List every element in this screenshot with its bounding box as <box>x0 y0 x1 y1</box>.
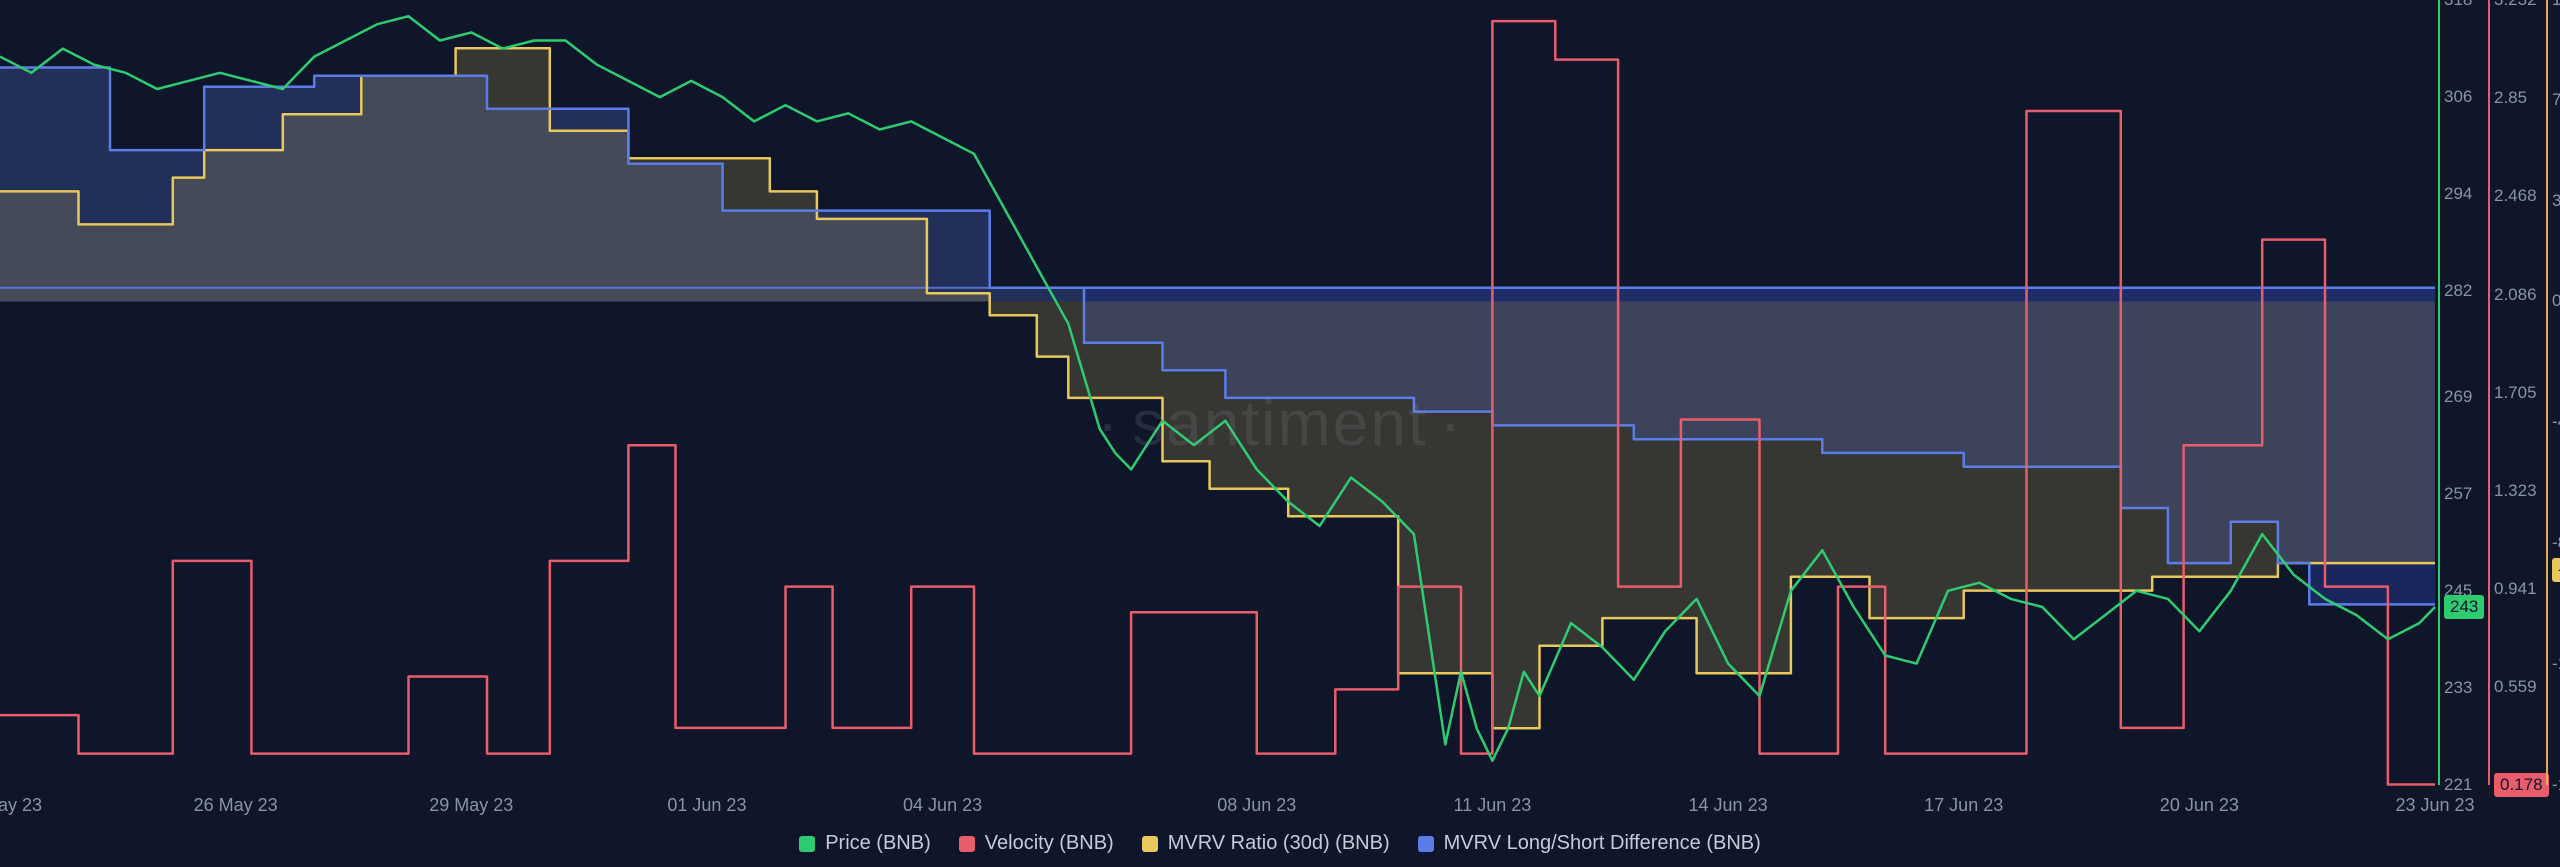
y-tick-velocity: 2.85 <box>2494 88 2527 108</box>
x-tick: 26 May 23 <box>194 795 278 816</box>
legend-item[interactable]: MVRV Ratio (30d) (BNB) <box>1142 832 1390 855</box>
legend-swatch <box>959 836 975 852</box>
legend-item[interactable]: Velocity (BNB) <box>959 832 1114 855</box>
x-tick: 14 Jun 23 <box>1689 795 1768 816</box>
y-tick-velocity: 3.232 <box>2494 0 2537 10</box>
legend-swatch <box>799 836 815 852</box>
y-tick-price: 221 <box>2444 775 2472 795</box>
x-tick: 20 Jun 23 <box>2160 795 2239 816</box>
y-axis-line-price <box>2438 0 2440 785</box>
legend-item[interactable]: Price (BNB) <box>799 832 931 855</box>
x-tick: 17 Jun 23 <box>1924 795 2003 816</box>
y-tick-mvrv: -13.17% <box>2552 654 2560 674</box>
x-tick: 08 Jun 23 <box>1217 795 1296 816</box>
x-tick: 04 Jun 23 <box>903 795 982 816</box>
x-tick: 11 Jun 23 <box>1454 795 1532 816</box>
y-tick-mvrv: 3.651% <box>2552 191 2560 211</box>
y-tick-price: 269 <box>2444 387 2472 407</box>
y-badge-price: 243 <box>2444 595 2484 619</box>
y-tick-price: 282 <box>2444 281 2472 301</box>
legend: Price (BNB) Velocity (BNB) MVRV Ratio (30d… <box>0 832 2560 858</box>
legend-swatch <box>1418 836 1434 852</box>
y-tick-price: 306 <box>2444 87 2472 107</box>
legend-swatch <box>1142 836 1158 852</box>
y-axis-line-mvrv <box>2546 0 2548 785</box>
y-tick-mvrv: -4.389% <box>2552 412 2560 432</box>
legend-label: Velocity (BNB) <box>985 832 1114 855</box>
y-tick-price: 257 <box>2444 484 2472 504</box>
chart-container: santiment 23 May 2326 May 2329 May 2301 … <box>0 0 2560 867</box>
y-tick-velocity: 1.323 <box>2494 481 2537 501</box>
y-tick-mvrv: 0% <box>2552 291 2560 311</box>
legend-item[interactable]: MVRV Long/Short Difference (BNB) <box>1418 832 1761 855</box>
y-tick-mvrv: 10.95% <box>2552 0 2560 10</box>
legend-label: Price (BNB) <box>825 832 931 855</box>
y-tick-mvrv: -17.56% <box>2552 775 2560 795</box>
legend-label: MVRV Ratio (30d) (BNB) <box>1168 832 1390 855</box>
y-tick-mvrv: 7.302% <box>2552 90 2560 110</box>
y-tick-velocity: 0.941 <box>2494 579 2537 599</box>
legend-label: MVRV Long/Short Difference (BNB) <box>1444 832 1761 855</box>
y-tick-velocity: 2.086 <box>2494 285 2537 305</box>
y-axis-line-velocity <box>2488 0 2490 785</box>
y-tick-price: 294 <box>2444 184 2472 204</box>
y-tick-velocity: 2.468 <box>2494 186 2537 206</box>
y-tick-price: 233 <box>2444 678 2472 698</box>
y-badge-mvrv: -9.753% <box>2552 558 2560 582</box>
plot-svg <box>0 0 2560 789</box>
x-tick: 23 Jun 23 <box>2395 795 2474 816</box>
y-tick-price: 318 <box>2444 0 2472 10</box>
y-tick-velocity: 0.559 <box>2494 677 2537 697</box>
x-tick: 29 May 23 <box>429 795 513 816</box>
y-tick-mvrv: -8.779% <box>2552 533 2560 553</box>
x-tick: 01 Jun 23 <box>667 795 746 816</box>
y-badge-velocity: 0.178 <box>2494 773 2549 797</box>
y-tick-velocity: 1.705 <box>2494 383 2537 403</box>
x-tick: 23 May 23 <box>0 795 42 816</box>
